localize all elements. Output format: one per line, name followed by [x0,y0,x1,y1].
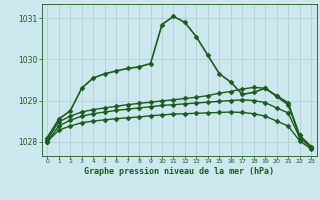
X-axis label: Graphe pression niveau de la mer (hPa): Graphe pression niveau de la mer (hPa) [84,167,274,176]
